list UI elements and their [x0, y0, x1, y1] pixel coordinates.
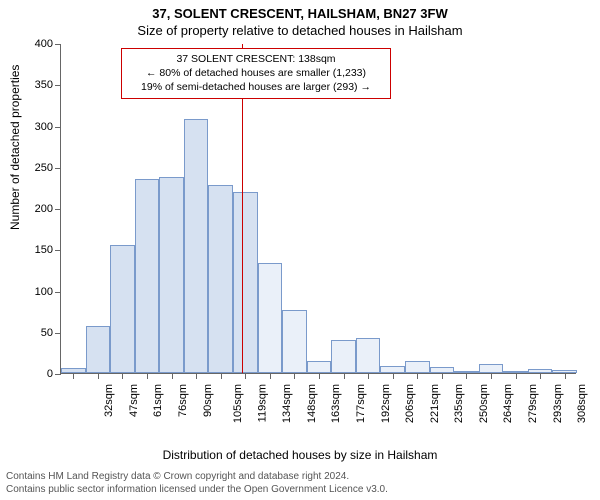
- histogram-bar: [184, 119, 209, 373]
- y-axis-label: Number of detached properties: [8, 65, 22, 230]
- x-tick: [319, 373, 320, 379]
- x-tick-label: 221sqm: [429, 384, 441, 423]
- footer-line2: Contains public sector information licen…: [6, 483, 388, 496]
- x-tick: [196, 373, 197, 379]
- histogram-bar: [479, 364, 504, 373]
- x-tick: [294, 373, 295, 379]
- histogram-bar: [110, 245, 135, 373]
- y-tick-label: 150: [23, 244, 53, 256]
- x-tick: [147, 373, 148, 379]
- annotation-line2: ← 80% of detached houses are smaller (1,…: [128, 66, 384, 80]
- x-tick-label: 177sqm: [355, 384, 367, 423]
- x-tick: [491, 373, 492, 379]
- x-tick-label: 134sqm: [281, 384, 293, 423]
- y-tick: [55, 168, 61, 169]
- x-tick: [344, 373, 345, 379]
- x-tick: [270, 373, 271, 379]
- chart-title-main: 37, SOLENT CRESCENT, HAILSHAM, BN27 3FW: [0, 0, 600, 21]
- x-tick: [221, 373, 222, 379]
- x-tick: [393, 373, 394, 379]
- x-tick-label: 119sqm: [256, 384, 268, 422]
- y-tick-label: 200: [23, 203, 53, 215]
- x-tick-label: 279sqm: [527, 384, 539, 423]
- x-tick-label: 47sqm: [128, 384, 140, 417]
- x-tick-label: 105sqm: [232, 384, 244, 423]
- x-tick: [442, 373, 443, 379]
- x-tick: [516, 373, 517, 379]
- footer-attribution: Contains HM Land Registry data © Crown c…: [6, 470, 388, 496]
- x-tick-label: 264sqm: [503, 384, 515, 423]
- histogram-bar: [258, 263, 283, 373]
- histogram-bar: [331, 340, 356, 373]
- x-tick-label: 61sqm: [152, 384, 164, 417]
- x-tick-label: 32sqm: [103, 384, 115, 417]
- x-tick: [73, 373, 74, 379]
- x-tick-label: 148sqm: [306, 384, 318, 423]
- x-tick-label: 250sqm: [478, 384, 490, 423]
- annotation-box: 37 SOLENT CRESCENT: 138sqm ← 80% of deta…: [121, 48, 391, 99]
- y-tick: [55, 85, 61, 86]
- y-tick: [55, 44, 61, 45]
- y-tick: [55, 292, 61, 293]
- x-tick-label: 308sqm: [576, 384, 588, 423]
- x-tick: [98, 373, 99, 379]
- x-tick-label: 293sqm: [552, 384, 564, 423]
- annotation-line3: 19% of semi-detached houses are larger (…: [128, 80, 384, 94]
- y-tick: [55, 374, 61, 375]
- x-axis-label: Distribution of detached houses by size …: [0, 448, 600, 462]
- x-tick: [565, 373, 566, 379]
- histogram-bar: [233, 192, 258, 374]
- y-tick-label: 100: [23, 286, 53, 298]
- y-tick-label: 300: [23, 121, 53, 133]
- footer-line1: Contains HM Land Registry data © Crown c…: [6, 470, 388, 483]
- x-tick: [122, 373, 123, 379]
- histogram-bar: [380, 366, 405, 373]
- y-tick-label: 350: [23, 79, 53, 91]
- histogram-bar: [135, 179, 160, 373]
- histogram-bar: [282, 310, 307, 373]
- chart-area: 37 SOLENT CRESCENT: 138sqm ← 80% of deta…: [60, 44, 576, 414]
- x-tick-label: 76sqm: [177, 384, 189, 417]
- histogram-bar: [405, 361, 430, 373]
- plot-region: 37 SOLENT CRESCENT: 138sqm ← 80% of deta…: [60, 44, 576, 374]
- x-tick: [466, 373, 467, 379]
- y-tick-label: 0: [23, 368, 53, 380]
- x-tick-label: 235sqm: [453, 384, 465, 423]
- histogram-bar: [159, 177, 184, 373]
- y-tick-label: 250: [23, 162, 53, 174]
- x-tick: [417, 373, 418, 379]
- x-tick: [172, 373, 173, 379]
- annotation-line1: 37 SOLENT CRESCENT: 138sqm: [128, 52, 384, 66]
- x-tick: [368, 373, 369, 379]
- y-tick: [55, 209, 61, 210]
- x-tick-label: 163sqm: [331, 384, 343, 423]
- histogram-bar: [307, 361, 332, 373]
- histogram-bar: [356, 338, 381, 373]
- x-tick: [245, 373, 246, 379]
- y-tick-label: 400: [23, 38, 53, 50]
- x-tick-label: 206sqm: [404, 384, 416, 423]
- y-tick: [55, 250, 61, 251]
- x-tick: [540, 373, 541, 379]
- y-tick: [55, 333, 61, 334]
- chart-title-sub: Size of property relative to detached ho…: [0, 21, 600, 38]
- histogram-bar: [208, 185, 233, 373]
- y-tick-label: 50: [23, 327, 53, 339]
- x-tick-label: 192sqm: [380, 384, 392, 423]
- x-tick-label: 90sqm: [202, 384, 214, 417]
- y-tick: [55, 127, 61, 128]
- histogram-bar: [86, 326, 111, 373]
